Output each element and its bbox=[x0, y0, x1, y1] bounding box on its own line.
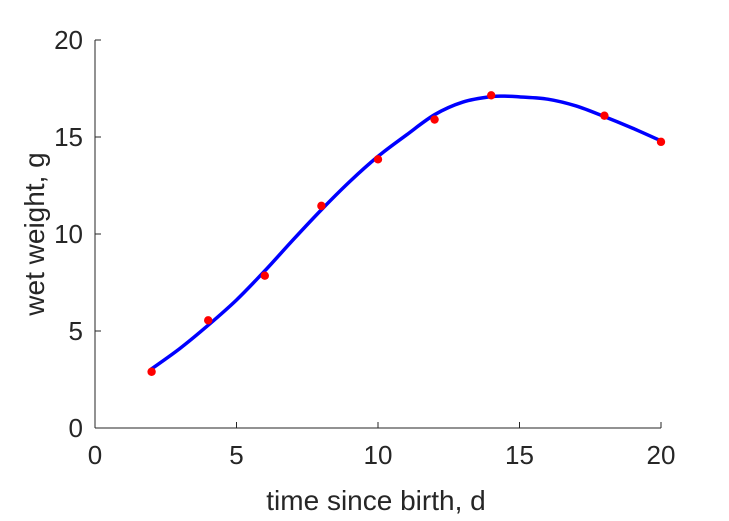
ticks: 0 5 10 15 20 0 5 10 15 20 bbox=[54, 25, 675, 470]
x-axis-label: time since birth, d bbox=[266, 485, 485, 516]
x-tick-label: 5 bbox=[229, 440, 243, 470]
plot-area bbox=[147, 91, 666, 376]
data-point bbox=[204, 316, 213, 325]
y-tick-label: 15 bbox=[54, 122, 83, 152]
data-point bbox=[600, 111, 609, 120]
x-tick-label: 15 bbox=[505, 440, 534, 470]
x-tick-label: 20 bbox=[647, 440, 676, 470]
data-point bbox=[260, 271, 269, 280]
y-axis-label: wet weight, g bbox=[19, 152, 50, 316]
y-tick-label: 5 bbox=[69, 316, 83, 346]
y-tick-label: 10 bbox=[54, 219, 83, 249]
axes bbox=[94, 40, 661, 429]
y-tick-label: 0 bbox=[69, 413, 83, 443]
data-point bbox=[487, 91, 496, 100]
data-point bbox=[317, 201, 326, 211]
x-tick-label: 10 bbox=[364, 440, 393, 470]
y-tick-label: 20 bbox=[54, 25, 83, 55]
data-point bbox=[373, 155, 383, 164]
data-point bbox=[656, 137, 666, 147]
data-point bbox=[430, 115, 439, 124]
x-tick-label: 0 bbox=[88, 440, 102, 470]
fit-curve bbox=[149, 94, 663, 371]
data-point bbox=[147, 367, 156, 376]
